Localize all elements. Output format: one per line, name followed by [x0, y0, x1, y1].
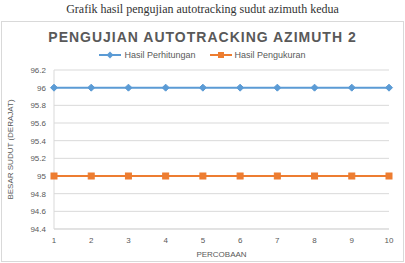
svg-text:96: 96	[37, 84, 46, 93]
svg-text:96.2: 96.2	[30, 66, 46, 75]
svg-text:5: 5	[201, 236, 206, 245]
svg-text:BESAR SUDUT (DERAJAT): BESAR SUDUT (DERAJAT)	[8, 99, 15, 199]
svg-text:1: 1	[52, 236, 57, 245]
svg-text:10: 10	[385, 236, 394, 245]
svg-text:4: 4	[163, 236, 168, 245]
html-text:Grafik hasil pengujian autotra: Grafik hasil pengujian autotracking sudu…	[66, 2, 339, 16]
html-text:PENGUJIAN AUTOTRACKING AZIMUTH: PENGUJIAN AUTOTRACKING AZIMUTH 2	[48, 29, 357, 45]
svg-text:95.4: 95.4	[30, 137, 46, 146]
svg-text:95.2: 95.2	[30, 154, 46, 163]
svg-text:2: 2	[89, 236, 94, 245]
svg-text:3: 3	[126, 236, 131, 245]
svg-text:6: 6	[238, 236, 243, 245]
svg-text:94.6: 94.6	[30, 207, 46, 216]
svg-text:95.6: 95.6	[30, 119, 46, 128]
svg-text:8: 8	[312, 236, 317, 245]
html-text:Hasil Perhitungan: Hasil Perhitungan	[124, 50, 196, 60]
svg-text:95: 95	[37, 172, 46, 181]
html-text:Hasil Pengukuran: Hasil Pengukuran	[234, 50, 306, 60]
svg-text:94.8: 94.8	[30, 190, 46, 199]
svg-text:95.8: 95.8	[30, 101, 46, 110]
svg-text:9: 9	[350, 236, 355, 245]
svg-text:7: 7	[275, 236, 280, 245]
svg-text:94.4: 94.4	[30, 225, 46, 234]
svg-text:PERCOBAAN: PERCOBAAN	[196, 250, 246, 259]
